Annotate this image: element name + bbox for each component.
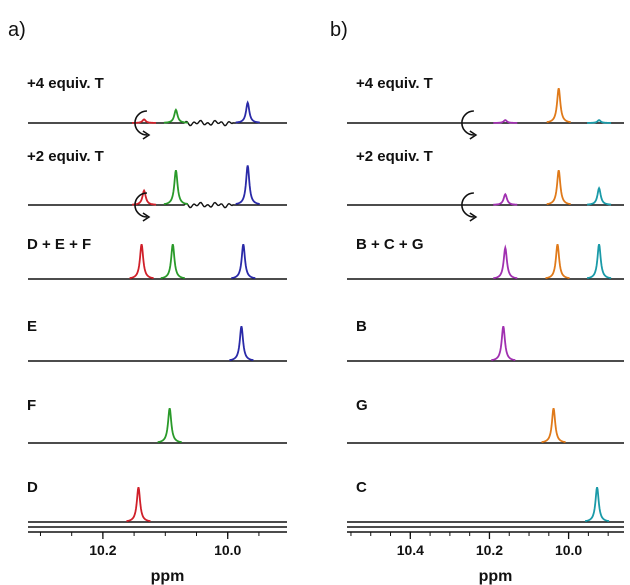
x-tick-label: 10.2: [89, 542, 116, 558]
peak-B: [493, 244, 518, 280]
rotation-arrow-icon-head: [469, 130, 478, 140]
x-axis-title: ppm: [479, 568, 513, 585]
peak-B: [491, 325, 516, 361]
peak-F: [163, 108, 188, 124]
trace-label: D + E + F: [27, 236, 91, 253]
trace-label: G: [356, 397, 368, 414]
peak-D: [132, 188, 157, 206]
trace-label: B + C + G: [356, 236, 424, 253]
baseline-trace: [28, 119, 287, 127]
baseline-trace: [28, 201, 287, 209]
rotation-arrow-icon: [461, 110, 474, 136]
trace-label: F: [27, 397, 36, 414]
panel-label: a): [8, 19, 26, 41]
peak-E: [235, 100, 260, 124]
rotation-arrow-icon: [134, 192, 148, 218]
peak-F: [160, 243, 185, 279]
x-tick-label: 10.0: [214, 542, 241, 558]
trace-label: +2 equiv. T: [27, 148, 104, 165]
peak-C: [586, 243, 612, 279]
x-tick-label: 10.0: [555, 542, 582, 558]
peak-G: [545, 243, 570, 279]
peak-B: [493, 119, 518, 124]
peak-D: [129, 243, 154, 279]
trace-label: +2 equiv. T: [356, 148, 433, 165]
peak-G: [546, 169, 571, 205]
rotation-arrow-icon-head: [469, 212, 478, 222]
trace-label: B: [356, 318, 367, 335]
trace-label: +4 equiv. T: [27, 75, 104, 92]
peak-D: [126, 486, 151, 522]
peak-G: [541, 407, 566, 443]
trace-label: E: [27, 318, 37, 335]
trace-label: D: [27, 479, 38, 496]
trace-label: C: [356, 479, 367, 496]
trace-label: +4 equiv. T: [356, 75, 433, 92]
rotation-arrow-icon: [134, 110, 148, 136]
x-tick-label: 10.4: [397, 542, 424, 558]
panel-label: b): [330, 19, 348, 41]
rotation-arrow-icon-head: [142, 130, 151, 140]
peak-B: [493, 192, 518, 206]
peak-G: [546, 87, 571, 123]
peak-E: [229, 325, 254, 361]
x-tick-label: 10.2: [476, 542, 503, 558]
rotation-arrow-icon: [461, 192, 474, 218]
peak-C: [587, 119, 612, 124]
peak-D: [132, 118, 157, 124]
peak-F: [163, 169, 189, 205]
peak-F: [157, 407, 182, 443]
peak-E: [231, 243, 256, 279]
peak-C: [584, 486, 610, 522]
peak-C: [586, 186, 612, 206]
x-axis-title: ppm: [151, 568, 185, 585]
rotation-arrow-icon-head: [142, 212, 151, 222]
peak-E: [235, 165, 260, 205]
